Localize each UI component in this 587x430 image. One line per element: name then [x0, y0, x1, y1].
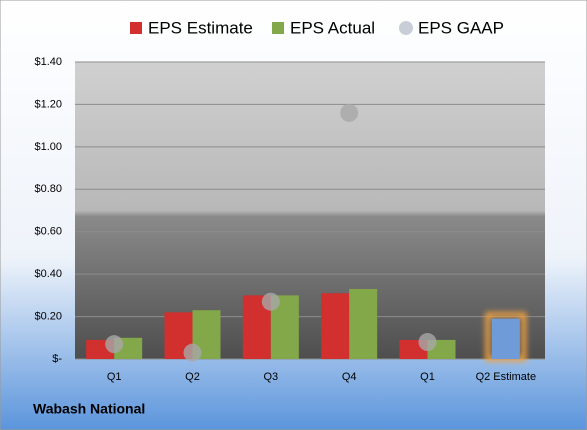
legend-marker — [272, 22, 284, 34]
plot-area — [75, 62, 545, 359]
y-tick-label: $0.20 — [34, 310, 62, 322]
bar — [349, 288, 378, 359]
y-tick-label: $1.00 — [34, 141, 62, 153]
gaap-point — [418, 333, 437, 352]
gaap-point — [105, 335, 124, 354]
legend-marker — [399, 21, 413, 35]
x-tick-label: Q1 — [107, 371, 122, 383]
bar — [491, 318, 520, 359]
footer: Wabash National — [33, 401, 145, 417]
y-tick-label: $1.20 — [34, 98, 62, 110]
x-tick-label: Q2 Estimate — [476, 371, 537, 383]
y-tick-label: $0.80 — [34, 183, 62, 195]
gaap-point — [261, 292, 280, 311]
x-tick-label: Q1 — [420, 371, 435, 383]
legend-label: EPS Actual — [290, 18, 375, 37]
y-tick-label: $1.40 — [34, 56, 62, 68]
bar — [321, 293, 350, 359]
legend-marker — [130, 22, 142, 34]
x-tick-label: Q2 — [185, 371, 200, 383]
legend-label: EPS Estimate — [148, 18, 253, 37]
x-tick-label: Q3 — [263, 371, 278, 383]
gaap-point — [183, 343, 202, 362]
gaap-point — [340, 103, 359, 122]
y-tick-label: $0.40 — [34, 268, 62, 280]
x-tick-label: Q4 — [342, 371, 357, 383]
y-tick-label: $0.60 — [34, 226, 62, 238]
y-tick-label: $- — [52, 353, 62, 365]
legend-label: EPS GAAP — [418, 18, 504, 37]
